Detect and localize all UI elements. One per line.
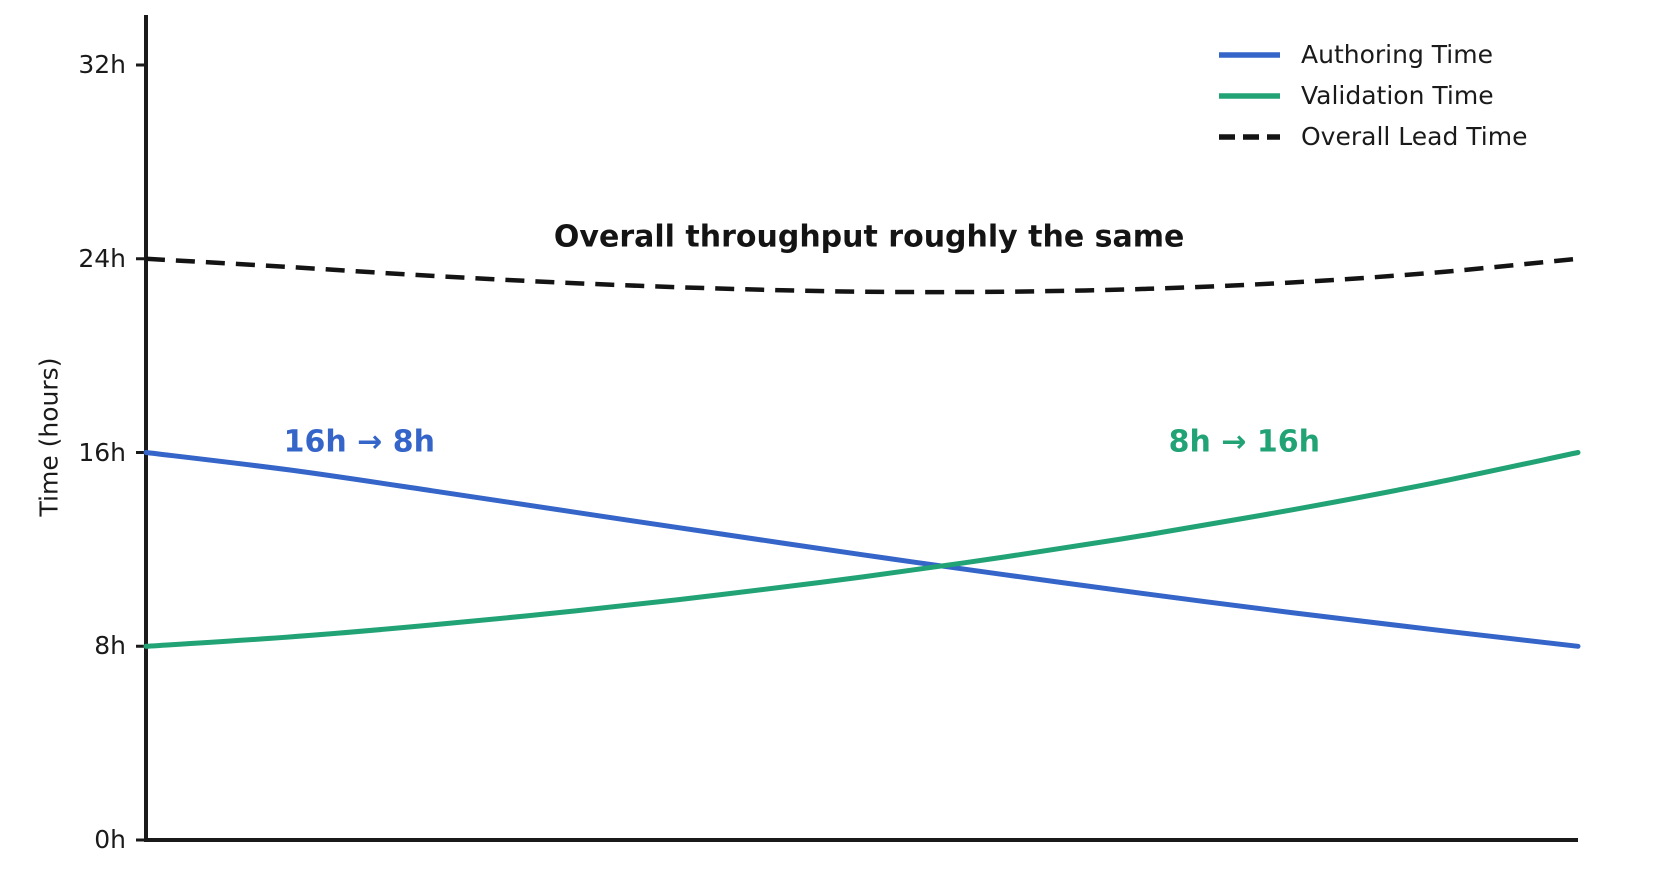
legend-label-lead-time: Overall Lead Time xyxy=(1301,122,1528,151)
validation-line-swatch xyxy=(1219,92,1280,99)
annotation-authoring-change: 16h → 8h xyxy=(283,424,436,460)
annotation-throughput: Overall throughput roughly the same xyxy=(553,219,1185,255)
annotation-validation-change: 8h → 16h xyxy=(1168,424,1321,460)
legend-item-authoring: Authoring Time xyxy=(1218,34,1527,75)
y-tick-label: 24h xyxy=(78,243,126,273)
lead-time-dashed-swatch xyxy=(1219,133,1280,140)
y-tick-label: 16h xyxy=(78,437,126,467)
legend-label-validation: Validation Time xyxy=(1301,81,1494,110)
legend-item-validation: Validation Time xyxy=(1218,75,1527,116)
y-tick-label: 32h xyxy=(78,50,126,79)
legend: Authoring Time Validation Time Overall L… xyxy=(1218,34,1527,157)
authoring-line-swatch xyxy=(1219,51,1280,58)
legend-label-authoring: Authoring Time xyxy=(1301,40,1493,69)
y-tick-label: 8h xyxy=(94,631,126,661)
y-tick-label: 0h xyxy=(94,825,126,854)
series-line-0 xyxy=(143,450,1581,649)
series-line-1 xyxy=(143,450,1581,649)
legend-item-lead-time: Overall Lead Time xyxy=(1218,116,1527,157)
series-line-2 xyxy=(145,256,1579,295)
